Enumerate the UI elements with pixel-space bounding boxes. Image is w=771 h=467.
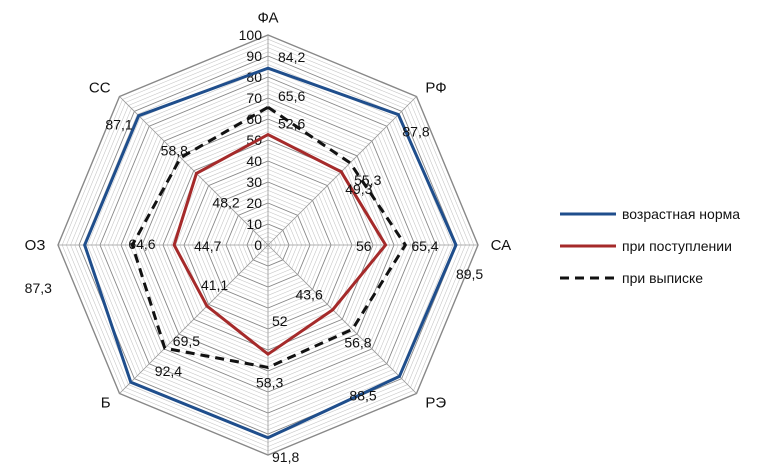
data-label: 44,7 xyxy=(194,238,221,254)
tick-label: 30 xyxy=(246,174,262,190)
category-label: Б xyxy=(101,394,111,411)
category-label: ФА xyxy=(257,9,278,26)
data-label: 87,1 xyxy=(105,117,132,133)
legend-label: при выписке xyxy=(622,270,703,286)
category-label: РФ xyxy=(425,80,446,97)
data-label: 52,6 xyxy=(278,116,305,132)
data-label: 87,8 xyxy=(402,124,429,140)
radar-grid xyxy=(57,34,479,456)
category-label: СС xyxy=(89,80,111,97)
series-line xyxy=(130,105,408,369)
tick-label: 0 xyxy=(254,237,262,253)
category-label: РЭ xyxy=(425,394,446,411)
data-label: 48,2 xyxy=(212,194,239,210)
data-label: 56,8 xyxy=(344,334,371,350)
data-label: 69,5 xyxy=(173,333,200,349)
series-line xyxy=(83,66,458,440)
data-label: 41,1 xyxy=(201,277,228,293)
legend-label: возрастная норма xyxy=(622,206,740,222)
data-label: 84,2 xyxy=(278,49,305,65)
tick-label: 60 xyxy=(246,111,262,127)
tick-label: 40 xyxy=(246,153,262,169)
series-line xyxy=(172,132,388,357)
data-label: 56 xyxy=(356,238,372,254)
data-label: 65,4 xyxy=(411,238,438,254)
data-label: 55,3 xyxy=(354,172,381,188)
legend-label: при поступлении xyxy=(622,238,732,254)
data-label: 58,3 xyxy=(256,374,283,390)
legend: возрастная норма при поступлении при выпис… xyxy=(560,206,740,286)
data-label: 43,6 xyxy=(295,287,322,303)
spoke-line xyxy=(267,244,417,394)
data-label: 52 xyxy=(272,313,288,329)
data-label: 92,4 xyxy=(155,363,182,379)
data-label: 91,8 xyxy=(272,449,299,465)
data-label: 88,5 xyxy=(349,387,376,403)
data-label: 64,6 xyxy=(128,236,155,252)
spoke-line xyxy=(119,96,269,246)
data-label: 58,8 xyxy=(161,143,188,159)
tick-label: 90 xyxy=(246,48,262,64)
radar-series xyxy=(83,66,458,440)
data-label: 87,3 xyxy=(25,280,52,296)
spoke-line xyxy=(119,244,269,394)
data-label: 89,5 xyxy=(456,266,483,282)
category-labels: ФАРФСАРЭОЗБОЗСС xyxy=(25,9,512,411)
category-label: ОЗ xyxy=(25,237,46,254)
tick-label: 100 xyxy=(239,27,263,43)
tick-label: 20 xyxy=(246,195,262,211)
data-label: 65,6 xyxy=(278,88,305,104)
tick-label: 10 xyxy=(246,216,262,232)
tick-label: 70 xyxy=(246,90,262,106)
data-labels: 84,2 87,8 89,5 88,5 91,8 92,4 87,3 87,1 52,6 49,3… xyxy=(25,49,484,465)
category-label: СА xyxy=(491,237,512,254)
data-label: 49,3 xyxy=(345,181,372,197)
